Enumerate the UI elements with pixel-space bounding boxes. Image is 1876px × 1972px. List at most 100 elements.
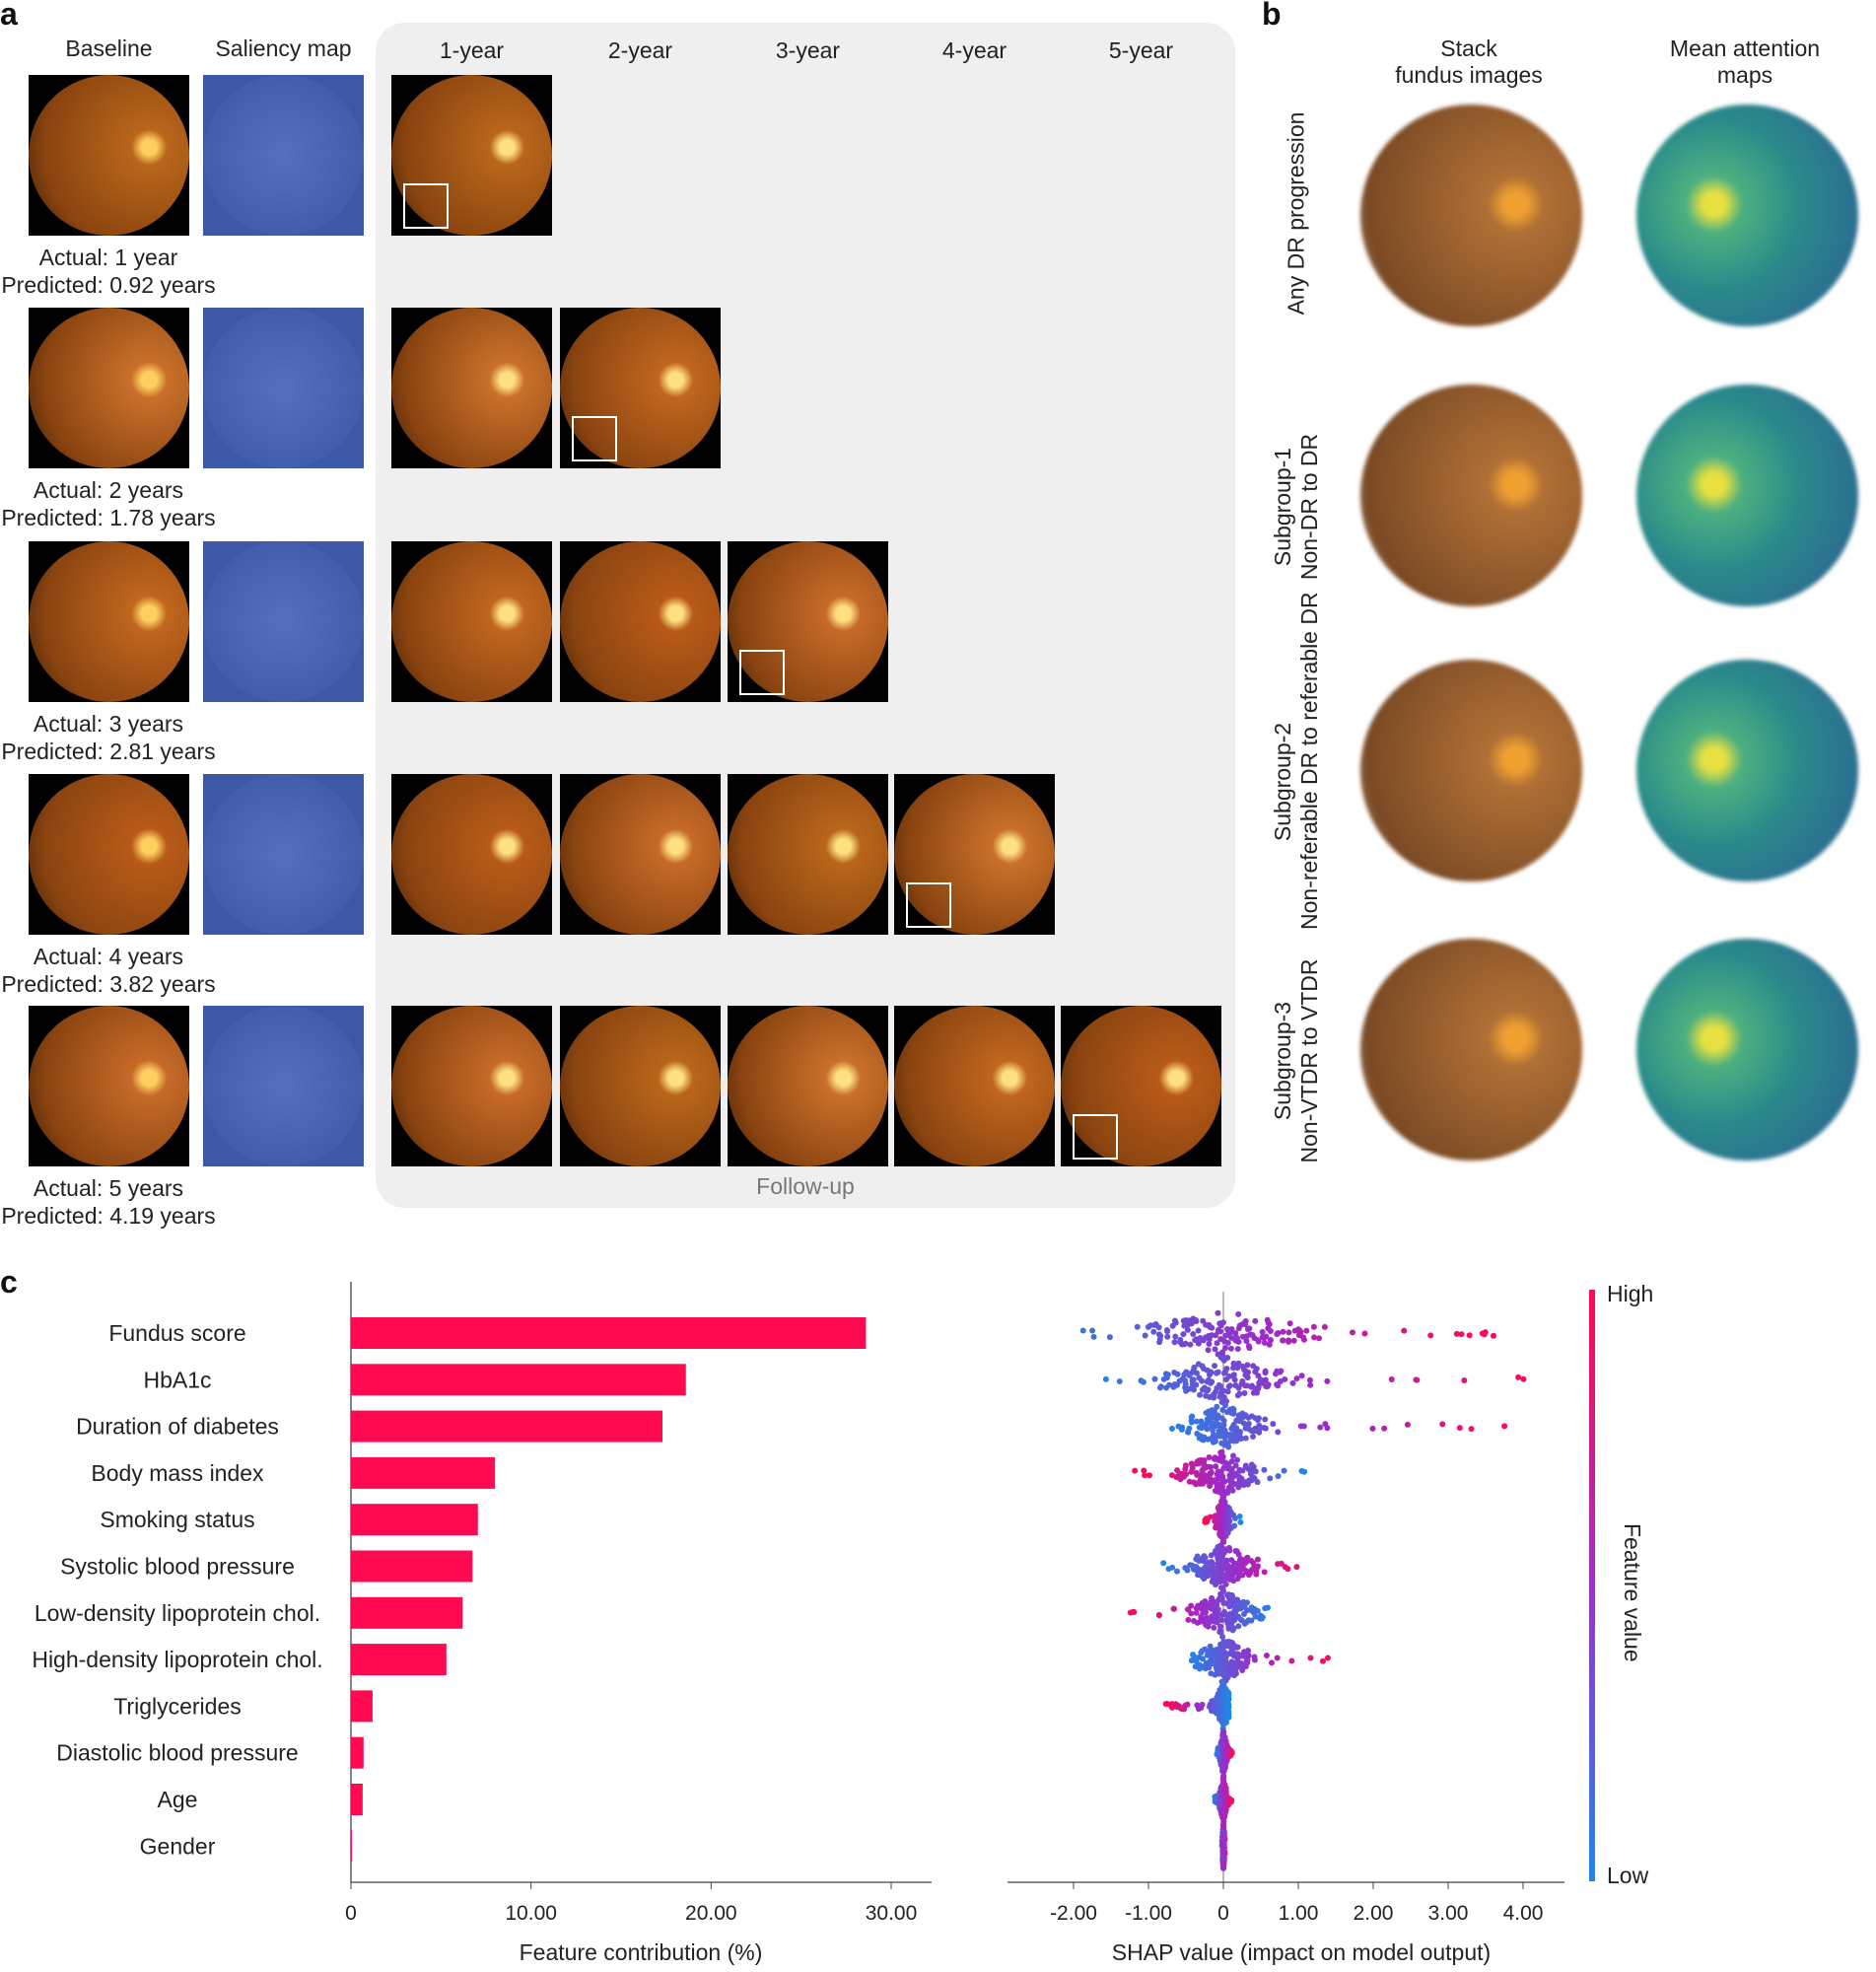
shap-point — [1307, 1655, 1314, 1661]
x-tick-label: 0 — [1217, 1902, 1229, 1925]
followup-fundus-image — [728, 1006, 888, 1166]
shap-point — [1245, 1647, 1252, 1654]
shap-point — [1316, 1335, 1323, 1342]
shap-point — [1222, 1440, 1229, 1446]
shap-point — [1182, 1317, 1189, 1324]
shap-point — [1171, 1380, 1178, 1387]
row-label-line1: Subgroup-3 — [1270, 1001, 1295, 1121]
shap-point — [1188, 1417, 1195, 1424]
shap-point — [1168, 1425, 1175, 1432]
shap-point — [1185, 1606, 1192, 1613]
shap-point — [1266, 1341, 1273, 1348]
shap-point — [1251, 1428, 1258, 1435]
shap-point — [1186, 1478, 1193, 1485]
shap-point — [1202, 1516, 1209, 1523]
fundus-photo — [560, 1006, 721, 1166]
bar — [351, 1410, 663, 1443]
shap-point — [1172, 1701, 1179, 1708]
shap-point — [1193, 1418, 1200, 1425]
shap-point — [1254, 1479, 1261, 1486]
fundus-photo — [391, 308, 552, 468]
fundus-photo — [29, 774, 189, 935]
colorbar — [1589, 1290, 1595, 1881]
followup-fundus-image — [560, 1006, 721, 1166]
shap-point — [1216, 1627, 1223, 1634]
shap-point — [1237, 1429, 1244, 1436]
shap-point — [1263, 1383, 1270, 1390]
shap-point — [1224, 1688, 1231, 1695]
shap-point — [1254, 1607, 1261, 1614]
shap-point — [1206, 1340, 1213, 1347]
shap-point — [1187, 1341, 1194, 1348]
shap-point — [1233, 1548, 1240, 1555]
shap-point — [1215, 1553, 1221, 1560]
shap-point — [1259, 1614, 1266, 1621]
shap-point — [1171, 1339, 1178, 1346]
shap-point — [1228, 1426, 1235, 1433]
category-label: Gender — [140, 1833, 216, 1859]
shap-point — [1229, 1487, 1236, 1494]
shap-point — [1219, 1836, 1226, 1843]
shap-point — [1220, 1610, 1227, 1617]
shap-point — [1231, 1560, 1238, 1567]
row-label: Subgroup-2 Non-referable DR to referable … — [1270, 592, 1323, 930]
shap-point — [1361, 1330, 1368, 1337]
shap-point — [1184, 1326, 1191, 1333]
shap-point — [1192, 1317, 1199, 1324]
shap-point — [1234, 1346, 1241, 1353]
fundus-photo — [560, 308, 721, 468]
shap-point — [1193, 1460, 1200, 1467]
shap-point — [1240, 1420, 1247, 1427]
shap-point — [1234, 1365, 1241, 1372]
shap-point — [1218, 1698, 1225, 1705]
mean-attention-map — [1636, 105, 1858, 326]
shap-point — [1229, 1365, 1236, 1372]
shap-point — [1155, 1611, 1162, 1618]
shap-summary-plot: -2.00 -1.00 0 1.00 2.00 3.00 4.00 SHAP value (i… — [1007, 1281, 1653, 1965]
shap-point — [1228, 1409, 1235, 1416]
shap-point — [1218, 1683, 1225, 1690]
shap-point — [1224, 1327, 1231, 1334]
shap-point — [1252, 1415, 1259, 1422]
shap-point — [1219, 1428, 1226, 1435]
shap-point — [1235, 1310, 1242, 1317]
shap-point — [1222, 1369, 1229, 1375]
shap-point — [1230, 1360, 1237, 1367]
shap-point — [1255, 1373, 1262, 1379]
shap-point — [1157, 1332, 1164, 1339]
shap-point — [1199, 1468, 1206, 1475]
shap-point — [1236, 1418, 1243, 1425]
baseline-fundus-image — [29, 75, 189, 236]
shap-point — [1204, 1426, 1211, 1433]
x-tick-label: 30.00 — [866, 1902, 918, 1925]
shap-point — [1216, 1517, 1223, 1524]
shap-point — [1199, 1386, 1206, 1393]
shap-point — [1208, 1605, 1215, 1612]
shap-point — [1240, 1367, 1247, 1373]
shap-point — [1223, 1571, 1230, 1578]
stacked-fundus-image — [1360, 385, 1582, 606]
shap-point — [1307, 1381, 1314, 1388]
shap-point — [1253, 1366, 1260, 1373]
shap-point — [1278, 1560, 1285, 1567]
shap-point — [1145, 1323, 1151, 1330]
shap-point — [1268, 1659, 1275, 1666]
shap-point — [1427, 1332, 1434, 1339]
shap-point — [1205, 1386, 1212, 1393]
shap-point — [1151, 1375, 1158, 1382]
shap-point — [1190, 1386, 1197, 1393]
followup-label: Follow-up — [756, 1173, 855, 1199]
x-tick-label: -2.00 — [1050, 1902, 1097, 1925]
shap-point — [1349, 1329, 1355, 1336]
shap-point — [1244, 1362, 1251, 1369]
shap-point — [1456, 1425, 1463, 1432]
mean-attention-map — [1636, 939, 1858, 1161]
shap-point — [1242, 1425, 1249, 1432]
category-label: Fundus score — [108, 1320, 245, 1346]
shap-point — [1178, 1705, 1185, 1712]
colorbar-high-label: High — [1607, 1281, 1653, 1306]
shap-point — [1102, 1375, 1109, 1382]
shap-point — [1182, 1462, 1189, 1469]
shap-point — [1245, 1572, 1252, 1579]
shap-point — [1322, 1421, 1329, 1428]
